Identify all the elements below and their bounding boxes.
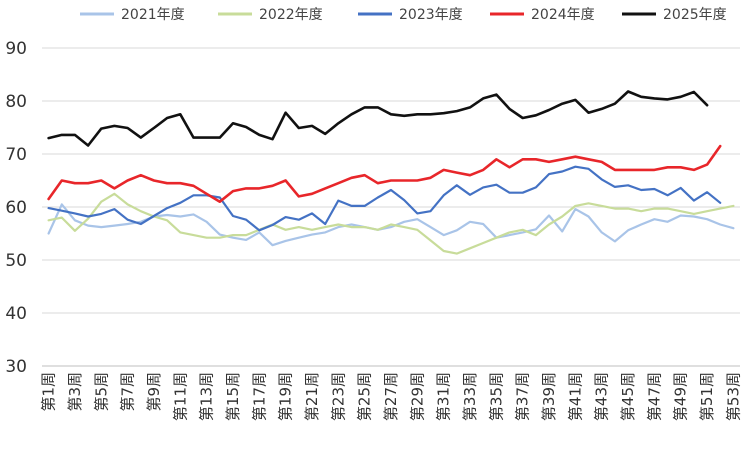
legend-label: 2024年度 (531, 7, 595, 23)
legend: 2021年度 2022年度 2023年度 2024年度 2025年度 (80, 7, 727, 23)
legend-label: 2023年度 (399, 7, 463, 23)
x-tick-label: 第25周 (356, 372, 374, 421)
x-tick-label: 第33周 (461, 372, 479, 421)
y-tick-label: 40 (5, 304, 27, 324)
x-tick-label: 第29周 (408, 372, 426, 421)
x-tick-label: 第35周 (487, 372, 505, 421)
x-tick-label: 第5周 (92, 372, 110, 412)
y-tick-label: 60 (5, 198, 27, 218)
x-tick-label: 第7周 (119, 372, 137, 412)
series-lines (47, 90, 735, 255)
series-line-2025年度 (47, 90, 709, 147)
x-tick-label: 第47周 (645, 372, 663, 421)
x-tick-label: 第15周 (224, 372, 242, 421)
x-tick-label: 第39周 (540, 372, 558, 421)
x-tick-label: 第41周 (566, 372, 584, 421)
x-tick-label: 第37周 (514, 372, 532, 421)
x-axis: 第1周 第3周 第5周 第7周 第9周 第11周 第13周 第15周 第17周 第19周 第21周第… (40, 365, 742, 421)
y-tick-label: 80 (5, 92, 27, 112)
y-tick-label: 70 (5, 145, 27, 165)
legend-label: 2021年度 (121, 7, 185, 23)
x-tick-label: 第43周 (593, 372, 611, 421)
x-tick-label: 第19周 (277, 372, 295, 421)
x-tick-label: 第21周 (303, 372, 321, 421)
legend-label: 2025年度 (663, 7, 727, 23)
y-tick-label: 30 (5, 357, 27, 377)
x-tick-label: 第3周 (66, 372, 84, 412)
x-tick-label: 第49周 (672, 372, 690, 421)
x-tick-label: 第23周 (329, 372, 347, 421)
x-tick-label: 第27周 (382, 372, 400, 421)
x-tick-label: 第17周 (250, 372, 268, 421)
legend-label: 2022年度 (259, 7, 323, 23)
x-tick-label: 第53周 (724, 372, 742, 421)
x-tick-label: 第45周 (619, 372, 637, 421)
series-line-2023年度 (47, 165, 722, 232)
y-tick-label: 50 (5, 251, 27, 271)
series-line-2024年度 (47, 144, 722, 203)
x-tick-label: 第51周 (698, 372, 716, 421)
series-line-2021年度 (47, 203, 735, 247)
y-tick-label: 90 (5, 39, 27, 59)
series-line-2022年度 (47, 192, 735, 255)
x-tick-label: 第13周 (198, 372, 216, 421)
y-axis: 30 40 50 60 70 80 90 (5, 39, 27, 377)
x-tick-label: 第9周 (145, 372, 163, 412)
x-tick-label: 第31周 (435, 372, 453, 421)
x-tick-label: 第11周 (171, 372, 189, 421)
x-tick-label: 第1周 (40, 372, 58, 412)
